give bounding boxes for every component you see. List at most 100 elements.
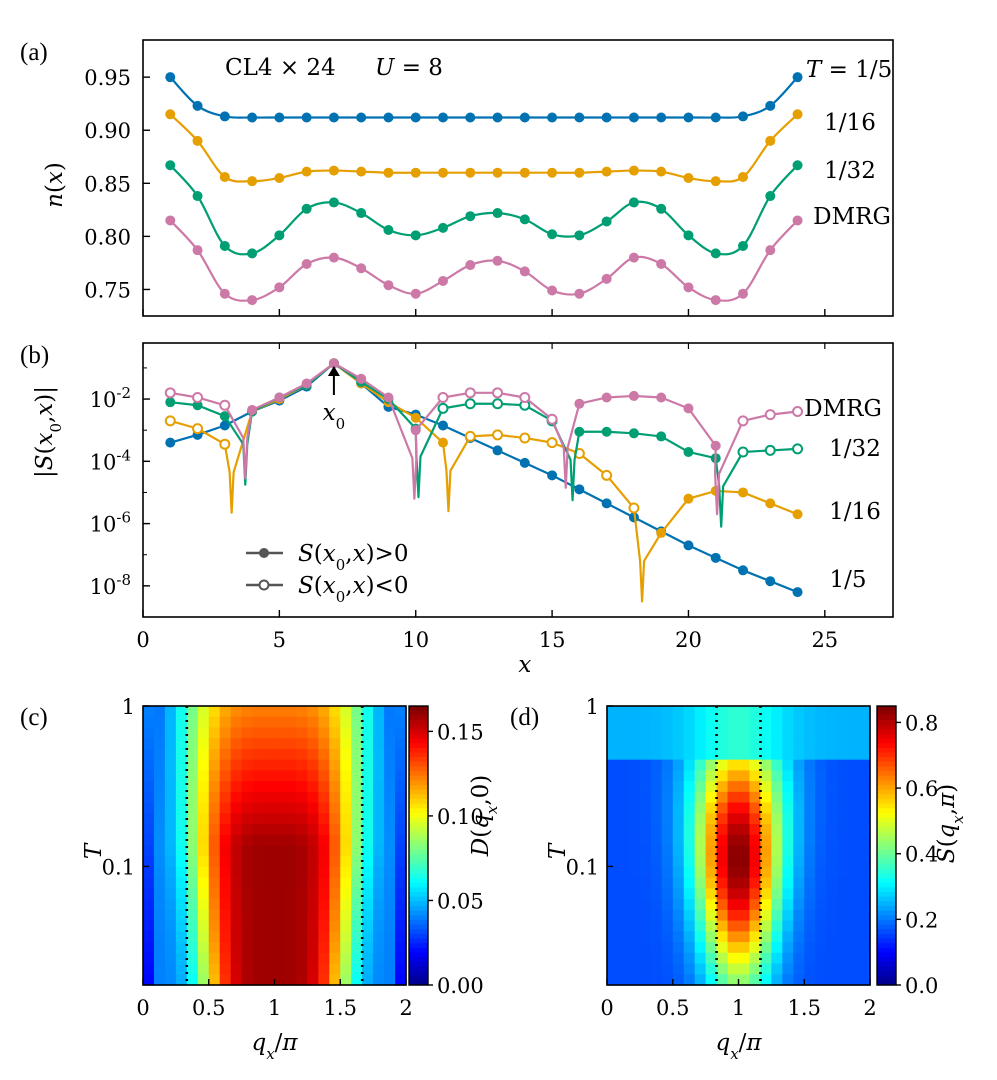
panel-c-cell (230, 920, 243, 932)
panel-c-cell (143, 716, 155, 729)
panel-d-cell (815, 738, 827, 750)
panel-d-colorbar-cell (877, 929, 896, 935)
panel-d-cell (804, 963, 816, 975)
panel-c-cell (164, 866, 177, 879)
panel-d-cell (617, 899, 630, 911)
panel-a-point (683, 282, 694, 293)
panel-d-colorbar-tick-label: 0.6 (905, 777, 938, 801)
panel-d-cell (837, 716, 849, 729)
panel-d-cell (628, 791, 641, 804)
panel-c-colorbar-cell (409, 757, 428, 763)
panel-d-cell (607, 877, 619, 890)
panel-c-colorbar-tick-label: 0.10 (437, 805, 484, 829)
panel-d-cell (771, 759, 783, 771)
panel-c-cell (175, 952, 188, 965)
panel-c-colorbar-cell (409, 715, 428, 721)
panel-b-point-negative (519, 432, 531, 444)
panel-d-cell (859, 781, 871, 793)
panel-d-cell (837, 802, 849, 814)
panel-b-point-negative (519, 391, 531, 403)
panel-d-cell (749, 888, 762, 900)
panel-c-cell (340, 974, 352, 986)
panel-c-cell (164, 813, 177, 825)
panel-c-colorbar-cell (409, 919, 428, 926)
panel-d-cell (628, 931, 641, 943)
panel-d-cell (683, 845, 696, 857)
panel-c-cell (340, 963, 352, 975)
panel-d-colorbar-cell (877, 919, 896, 926)
panel-c-xtick-label: 0.5 (192, 996, 225, 1020)
panel-d-cell (628, 716, 641, 729)
panel-d-cell (804, 952, 816, 965)
panel-c-cell (285, 706, 298, 718)
panel-d-cell (716, 813, 729, 825)
panel-d-cell (848, 834, 860, 847)
panel-d-cell (617, 856, 630, 868)
panel-d-cell (716, 877, 729, 890)
panel-d-cell (815, 781, 827, 793)
panel-c-cell (318, 716, 330, 729)
panel-d-cell (661, 931, 674, 943)
panel-c-cell (373, 942, 385, 954)
panel-c-cell (153, 920, 166, 932)
panel-c-cell (263, 920, 276, 932)
panel-c-cell (384, 738, 396, 750)
panel-c-cell (263, 759, 276, 771)
panel-a-series-line (169, 76, 799, 119)
panel-c-cell (208, 942, 221, 954)
panel-d-cell (705, 824, 718, 836)
panel-c-cell (340, 931, 352, 943)
panel-c-cell (395, 781, 407, 793)
panel-d-cell (617, 813, 630, 825)
panel-a-point (519, 214, 530, 225)
panel-c-cell (395, 727, 407, 739)
panel-c-colorbar-label: D(qx,0) (468, 775, 501, 858)
panel-c-cell (274, 974, 287, 986)
panel-c-cell (164, 920, 177, 932)
panel-c-cell (219, 791, 232, 804)
panel-d-cell (815, 748, 827, 761)
panel-d-cell (727, 866, 740, 879)
panel-d-cell (815, 791, 827, 804)
panel-d-colorbar-cell (877, 780, 896, 786)
panel-c-cell (307, 931, 319, 943)
panel-d-cell (694, 909, 707, 922)
panel-c-cell (143, 931, 155, 943)
panel-d-cell (650, 770, 663, 782)
panel-d-cell (683, 866, 696, 879)
panel-c-cell (362, 974, 374, 986)
panel-a-point (547, 112, 558, 123)
panel-c-cell (373, 845, 385, 857)
panel-c-cell (362, 899, 374, 911)
panel-d-cell (760, 866, 772, 879)
panel-c-cell (329, 791, 341, 804)
panel-d-cell (683, 748, 696, 761)
panel-d-cell (782, 738, 794, 750)
panel-d-cell (672, 770, 685, 782)
panel-c-cell (351, 791, 363, 804)
panel-d-cell (727, 856, 740, 868)
panel-d-cell (749, 834, 762, 847)
panel-d-cell (672, 942, 685, 954)
panel-d-cell (804, 824, 816, 836)
panel-d-cell (826, 942, 838, 954)
panel-a-ytick-label: 0.95 (84, 66, 131, 90)
panel-a-point (574, 230, 585, 241)
panel-d-cell (804, 759, 816, 771)
panel-c-cell (340, 770, 352, 782)
panel-c-cell (263, 706, 276, 718)
panel-d-cell (661, 748, 674, 761)
panel-c-cell (230, 856, 243, 868)
panel-d-cell (650, 716, 663, 729)
panel-c-cell (164, 781, 177, 793)
panel-c-cell (340, 791, 352, 804)
panel-a-point (601, 112, 612, 123)
panel-d-colorbar-tick-label: 0.0 (905, 974, 938, 998)
panel-c-cell (362, 834, 374, 847)
panel-c-cell (263, 952, 276, 965)
panel-d-cell (672, 791, 685, 804)
panel-c-cell (384, 716, 396, 729)
panel-c-cell (208, 899, 221, 911)
panel-d-colorbar-cell (877, 854, 896, 861)
panel-d-cell (771, 781, 783, 793)
